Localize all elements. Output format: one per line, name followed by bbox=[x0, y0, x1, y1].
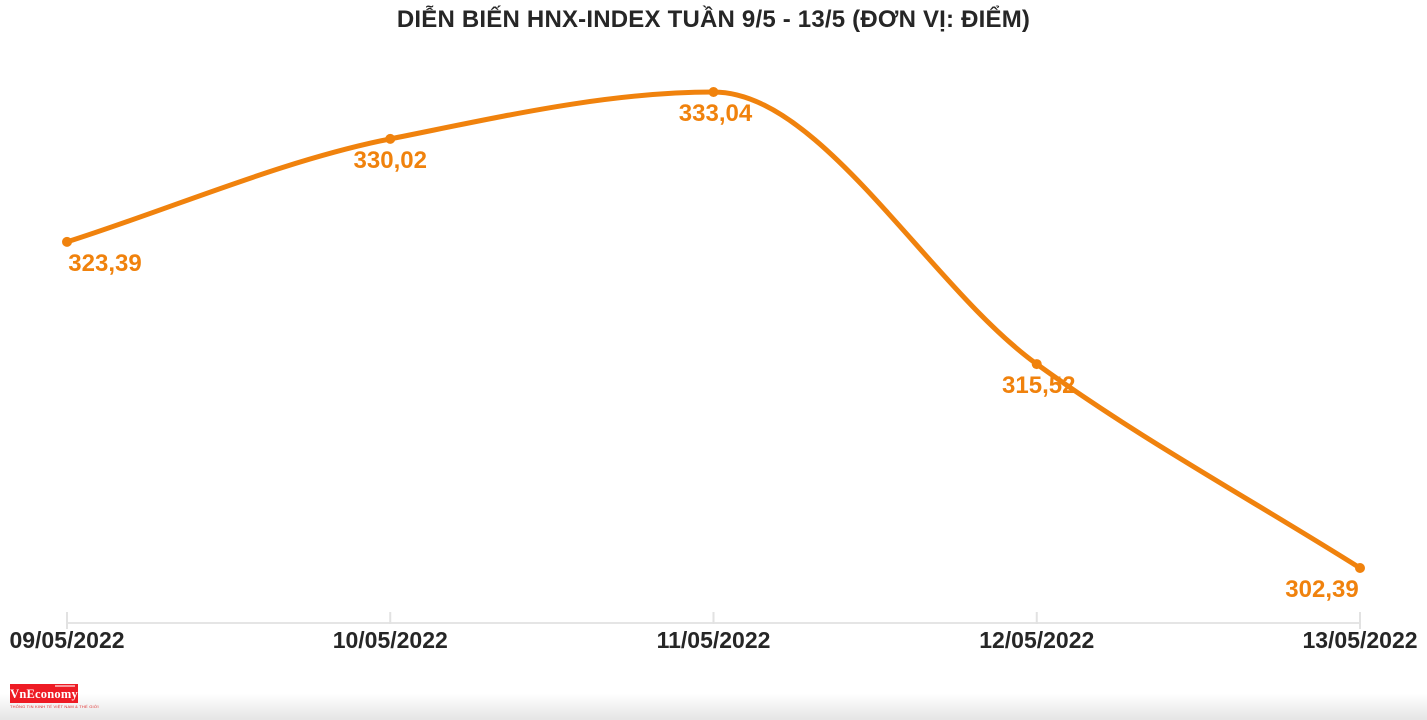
data-point-marker[interactable] bbox=[708, 87, 719, 97]
chart-line bbox=[64, 89, 1363, 571]
chart-title: DIỄN BIẾN HNX-INDEX TUẦN 9/5 - 13/5 (ĐƠN… bbox=[396, 6, 1031, 33]
logo-tagline: THÔNG TIN KINH TẾ VIỆT NAM & THẾ GIỚI bbox=[10, 704, 99, 709]
logo-text: VnEconomy bbox=[10, 687, 78, 701]
x-axis-tick bbox=[1035, 612, 1038, 624]
x-axis-label: 11/05/2022 bbox=[657, 627, 771, 653]
x-axis-tick bbox=[712, 612, 715, 624]
x-axis-tick bbox=[389, 612, 392, 624]
data-point-label: 315,52 bbox=[1002, 372, 1075, 399]
data-point-label: 323,39 bbox=[68, 250, 141, 277]
data-point-marker[interactable] bbox=[1355, 563, 1365, 573]
data-point-label: 302,39 bbox=[1285, 576, 1358, 603]
footer-gradient bbox=[0, 694, 1427, 720]
logo-fineprint-mark bbox=[55, 685, 75, 687]
data-point-marker[interactable] bbox=[1031, 359, 1042, 370]
x-axis-label: 13/05/2022 bbox=[1302, 627, 1417, 653]
x-axis-label: 10/05/2022 bbox=[333, 627, 448, 653]
x-axis-tick bbox=[1359, 612, 1361, 624]
x-axis-tick bbox=[66, 612, 68, 624]
vneconomy-logo: VnEconomy THÔNG TIN KINH TẾ VIỆT NAM & T… bbox=[10, 684, 99, 709]
x-axis-label: 09/05/2022 bbox=[9, 627, 124, 653]
x-axis-end-tick bbox=[1359, 622, 1361, 629]
x-axis-end-tick bbox=[66, 622, 68, 629]
data-point-label: 333,04 bbox=[679, 100, 753, 127]
data-point-label: 330,02 bbox=[354, 147, 427, 174]
x-axis-label: 12/05/2022 bbox=[979, 627, 1094, 653]
data-point-marker[interactable] bbox=[62, 236, 72, 247]
data-point-marker[interactable] bbox=[385, 133, 396, 144]
vneconomy-logo-box: VnEconomy bbox=[10, 684, 78, 703]
